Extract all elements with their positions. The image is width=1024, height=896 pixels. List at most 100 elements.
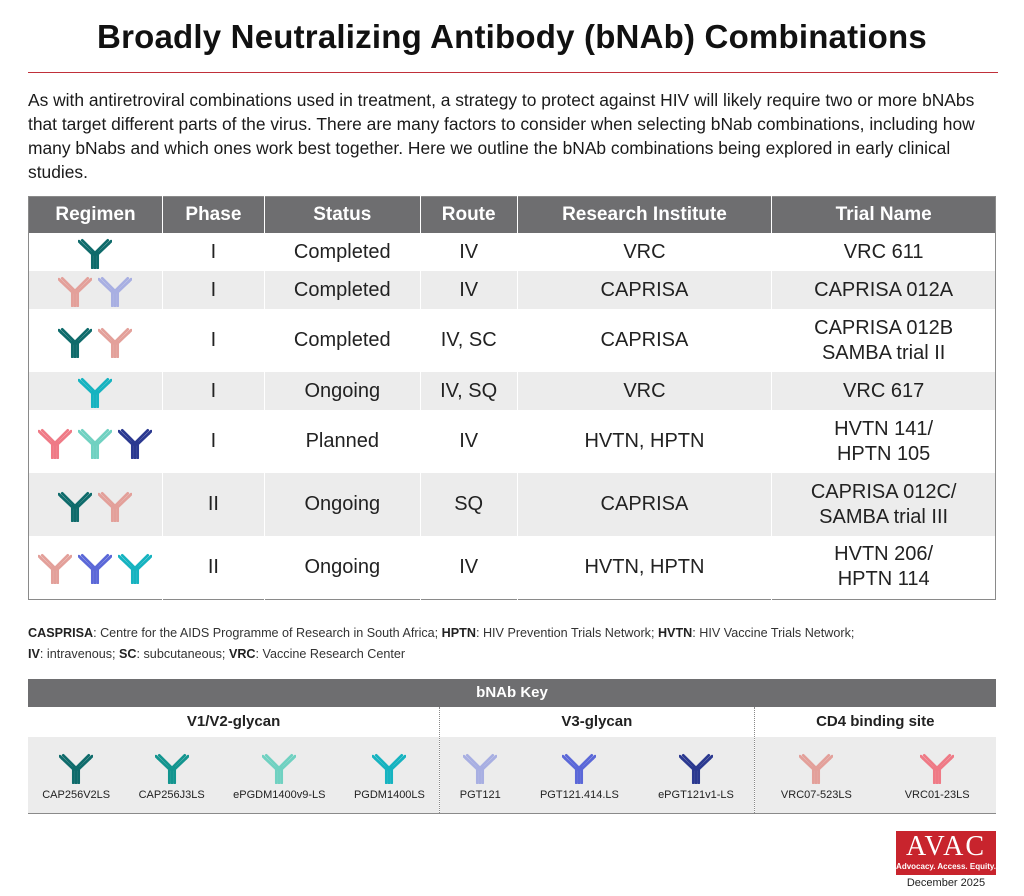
bnab-key-item: ePGT121v1-LS [658,750,734,801]
table-row: I Completed IV, SC CAPRISA CAPRISA 012B SAMB… [29,309,996,372]
bnab-key-label: VRC07-523LS [780,788,852,801]
institute-cell: HVTN, HPTN [516,410,772,473]
regimen-cell [29,309,163,372]
col-header-status: Status [263,196,421,233]
abbreviation-definition: : intravenous; [39,647,120,661]
phase-cell: I [161,309,265,372]
trial-name-cell: VRC 617 [771,372,996,410]
antibody-icon [372,753,407,784]
abbreviation-term: SC [119,647,137,661]
antibody-icon [78,428,113,459]
bnab-key-label: CAP256J3LS [138,788,205,801]
status-cell: Completed [263,271,421,309]
route-cell: IV, SC [419,309,518,372]
antibody-icon [463,753,498,784]
abbreviations-line: IV: intravenous; SC: subcutaneous; VRC: … [28,644,996,665]
status-cell: Planned [263,410,421,473]
antibody-icon [98,276,133,307]
institute-cell: VRC [516,233,772,271]
col-header-phase: Phase [161,196,265,233]
col-header-institute: Research Institute [516,196,772,233]
phase-cell: I [161,271,265,309]
bnab-key-label: PGT121 [459,788,501,801]
bnab-key-item: PGDM1400LS [354,750,425,801]
table-row: I Completed IV VRC VRC 611 [29,233,996,271]
bnab-key-item: ePGDM1400v9-LS [233,750,325,801]
regimen-cell [28,372,163,410]
bnab-key-group-name: V1/V2-glycan [186,713,281,730]
abbreviation-definition: : Centre for the AIDS Programme of Resea… [93,626,442,640]
antibody-icon [38,428,73,459]
antibody-icon [262,753,297,784]
phase-cell: I [161,233,265,271]
abbreviation-term: VRC [228,647,256,661]
status-cell: Ongoing [263,372,421,410]
bnab-key-label: PGDM1400LS [353,788,425,801]
bnab-key-group-name: CD4 binding site [816,713,935,730]
avac-logo: AVAC Advocacy. Access. Equity. [896,831,996,875]
antibody-icon [920,753,955,784]
trial-name-cell: CAPRISA 012A [771,271,996,309]
col-header-regimen: Regimen [28,196,163,233]
bnab-key-label: ePGT121v1-LS [658,788,734,801]
institute-cell: VRC [516,372,772,410]
institute-cell: CAPRISA [516,271,772,309]
col-header-route: Route [419,196,518,233]
trial-name-cell: CAPRISA 012B SAMBA trial II [771,309,996,372]
abbreviation-term: CASPRISA [28,626,94,640]
antibody-icon [562,753,597,784]
status-cell: Completed [263,233,421,271]
phase-cell: II [161,536,265,599]
regimen-table: Regimen Phase Status Route Research Inst… [28,196,996,600]
regimen-cell [28,271,163,309]
abbreviations-note: CASPRISA: Centre for the AIDS Programme … [28,623,996,665]
antibody-icon [118,428,153,459]
bnab-key-label: CAP256V2LS [42,788,111,801]
phase-cell: II [161,473,265,536]
abbreviation-term: HPTN [441,626,476,640]
abbreviation-definition: : HIV Vaccine Trials Network; [692,626,855,640]
bnab-key-title: bNAb Key [28,679,996,707]
trial-name-cell: HVTN 206/ HPTN 114 [771,536,996,599]
bnab-key-item: PGT121.414.LS [540,750,619,801]
bnab-key-group: CD4 binding site VRC07-523LS VRC01-23LS [753,707,996,813]
bnab-key-group: V3-glycan PGT121 PGT121.414.LS ePGT121v1-LS [439,707,754,813]
bnab-key-label: ePGDM1400v9-LS [233,788,326,801]
abbreviation-definition: : Vaccine Research Center [255,647,406,661]
institute-cell: HVTN, HPTN [516,536,772,599]
abbreviation-term: IV [28,647,40,661]
regimen-cell [29,536,163,599]
table-row: I Planned IV HVTN, HPTN HVTN 141/ HPTN 105 [29,410,996,473]
page-title: Broadly Neutralizing Antibody (bNAb) Com… [97,18,927,55]
bnab-key-groups: V1/V2-glycan CAP256V2LS CAP256J3LS ePGDM140… [28,707,996,813]
route-cell: IV [419,536,518,599]
route-cell: IV [419,271,518,309]
bnab-key-label: VRC01-23LS [904,788,970,801]
antibody-icon [78,238,113,269]
bnab-key-item: VRC01-23LS [905,750,970,801]
status-cell: Ongoing [263,473,421,536]
bnab-key-item: CAP256V2LS [42,750,110,801]
logo-wordmark: AVAC [905,831,987,862]
antibody-icon [58,491,93,522]
bnab-key-items: PGT121 PGT121.414.LS ePGT121v1-LS [440,737,754,813]
antibody-icon [59,753,94,784]
antibody-icon [38,554,73,585]
table-row: I Ongoing IV, SQ VRC VRC 617 [28,372,996,410]
table-header-row: Regimen Phase Status Route Research Inst… [28,196,996,233]
publication-date: December 2025 [906,877,986,889]
antibody-icon [154,753,189,784]
status-cell: Completed [263,309,421,372]
antibody-icon [799,753,834,784]
bnab-key-label: PGT121.414.LS [539,788,619,801]
route-cell: SQ [419,473,518,536]
bnab-key-items: CAP256V2LS CAP256J3LS ePGDM1400v9-LS PGDM14… [28,737,440,813]
abbreviations-line: CASPRISA: Centre for the AIDS Programme … [28,623,996,644]
abbreviation-definition: : subcutaneous; [136,647,229,661]
route-cell: IV, SQ [419,372,518,410]
trial-name-cell: HVTN 141/ HPTN 105 [771,410,996,473]
bnab-key-item: CAP256J3LS [139,750,205,801]
bnab-key: bNAb Key V1/V2-glycan CAP256V2LS CAP256J3L… [28,679,996,814]
antibody-icon [98,491,133,522]
abbreviation-term: HVTN [657,626,693,640]
